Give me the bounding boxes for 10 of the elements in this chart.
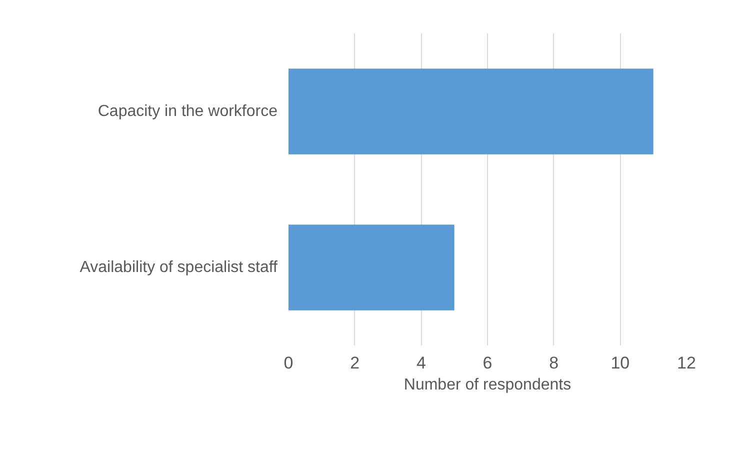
x-tick-label: 12 xyxy=(677,354,696,372)
x-tick-label: 10 xyxy=(610,354,630,372)
x-tick-label: 8 xyxy=(549,354,559,372)
y-tick-label: Capacity in the workforce xyxy=(98,103,278,120)
x-tick-label: 0 xyxy=(284,354,294,372)
x-axis-title: Number of respondents xyxy=(404,376,572,394)
x-tick-label: 6 xyxy=(482,354,492,372)
y-tick-label: Availability of specialist staff xyxy=(80,259,278,276)
x-tick-label: 4 xyxy=(416,354,426,372)
x-tick-label: 2 xyxy=(350,354,360,372)
